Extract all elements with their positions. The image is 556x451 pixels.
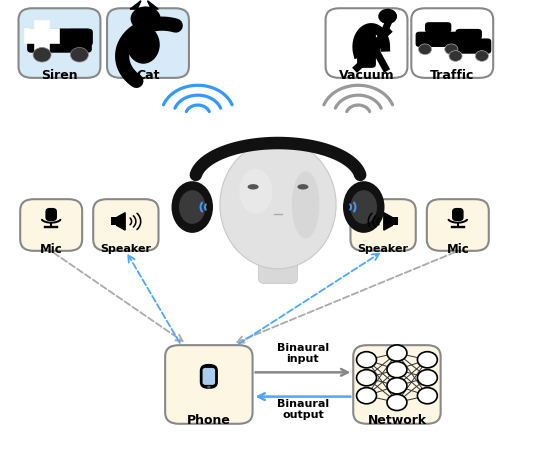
FancyBboxPatch shape — [357, 31, 376, 69]
FancyBboxPatch shape — [46, 208, 57, 221]
Text: Siren: Siren — [41, 69, 78, 81]
Circle shape — [387, 395, 407, 410]
Text: Mic: Mic — [40, 242, 63, 255]
Ellipse shape — [247, 185, 259, 190]
Ellipse shape — [343, 182, 385, 233]
Ellipse shape — [179, 191, 206, 225]
Circle shape — [207, 386, 211, 389]
FancyBboxPatch shape — [455, 30, 482, 41]
FancyBboxPatch shape — [353, 345, 441, 424]
Circle shape — [475, 51, 489, 62]
Circle shape — [449, 51, 462, 62]
FancyBboxPatch shape — [202, 368, 215, 385]
Text: Vacuum: Vacuum — [339, 69, 394, 81]
Text: Binaural
input: Binaural input — [277, 342, 329, 364]
Bar — [111, 218, 117, 226]
Polygon shape — [130, 2, 141, 10]
FancyBboxPatch shape — [67, 30, 93, 47]
Circle shape — [356, 370, 376, 386]
Circle shape — [387, 345, 407, 361]
Text: Phone: Phone — [187, 414, 231, 427]
Circle shape — [445, 45, 458, 55]
FancyBboxPatch shape — [18, 9, 101, 79]
FancyBboxPatch shape — [350, 200, 416, 251]
Circle shape — [419, 45, 431, 55]
Circle shape — [418, 370, 438, 386]
Text: Speaker: Speaker — [358, 244, 409, 254]
FancyBboxPatch shape — [326, 9, 408, 79]
FancyBboxPatch shape — [259, 255, 297, 284]
FancyBboxPatch shape — [452, 208, 464, 221]
FancyBboxPatch shape — [411, 9, 493, 79]
Ellipse shape — [220, 142, 336, 269]
Circle shape — [131, 7, 161, 32]
Circle shape — [387, 362, 407, 378]
Text: Cat: Cat — [136, 69, 160, 81]
FancyBboxPatch shape — [165, 345, 252, 424]
FancyBboxPatch shape — [425, 23, 451, 34]
Circle shape — [356, 388, 376, 404]
FancyBboxPatch shape — [107, 9, 189, 79]
Polygon shape — [147, 2, 158, 10]
Ellipse shape — [297, 185, 309, 190]
Circle shape — [387, 378, 407, 394]
Polygon shape — [117, 213, 125, 230]
Ellipse shape — [127, 27, 160, 64]
FancyBboxPatch shape — [20, 200, 82, 251]
Circle shape — [356, 352, 376, 368]
Text: Network: Network — [368, 414, 426, 427]
Circle shape — [378, 9, 397, 25]
Ellipse shape — [171, 182, 213, 233]
Circle shape — [33, 48, 51, 63]
FancyBboxPatch shape — [446, 39, 492, 55]
Circle shape — [418, 388, 438, 404]
FancyBboxPatch shape — [27, 29, 92, 54]
Polygon shape — [384, 213, 393, 230]
Text: Mic: Mic — [446, 242, 469, 255]
Text: Traffic: Traffic — [430, 69, 474, 81]
FancyBboxPatch shape — [427, 200, 489, 251]
FancyBboxPatch shape — [415, 32, 461, 48]
Bar — [393, 218, 398, 226]
Text: Binaural
output: Binaural output — [277, 398, 329, 419]
Text: Speaker: Speaker — [101, 244, 151, 254]
Ellipse shape — [292, 172, 320, 239]
Circle shape — [71, 48, 88, 63]
Circle shape — [418, 352, 438, 368]
Ellipse shape — [239, 170, 272, 214]
FancyBboxPatch shape — [93, 200, 158, 251]
FancyBboxPatch shape — [200, 364, 218, 389]
Ellipse shape — [350, 191, 377, 225]
